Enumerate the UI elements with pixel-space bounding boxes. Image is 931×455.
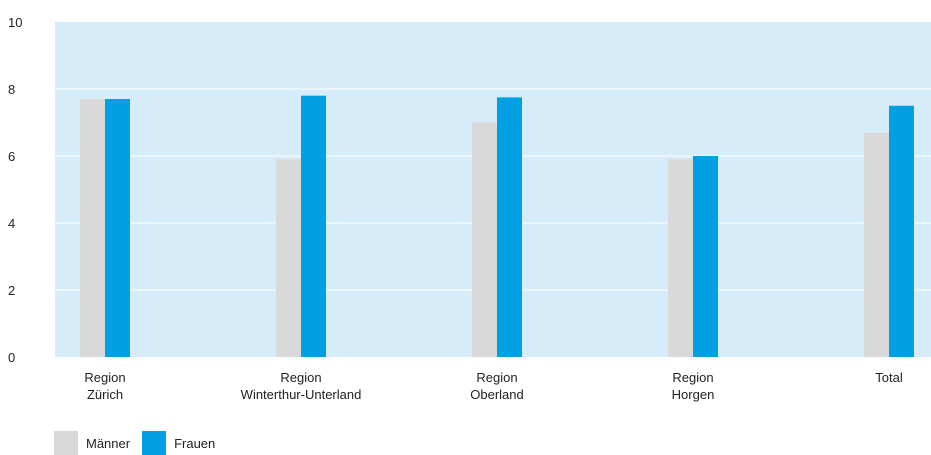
legend-swatch-frauen — [142, 431, 167, 455]
bar-frauen — [889, 105, 914, 357]
legend-label-frauen: Frauen — [174, 435, 216, 451]
x-tick-label: Region — [476, 370, 517, 385]
y-tick-label: 2 — [8, 283, 15, 298]
legend-item-maenner: Männer — [54, 431, 130, 455]
legend-label-maenner: Männer — [86, 435, 131, 451]
x-tick-label: Zürich — [87, 387, 123, 402]
x-tick-label: Total — [875, 370, 903, 385]
bar-frauen — [693, 156, 718, 357]
bar-frauen — [497, 97, 522, 357]
bar-maenner — [472, 122, 497, 357]
bar-frauen — [105, 99, 130, 358]
bars — [80, 95, 914, 358]
y-axis-ticks: 0 2 4 6 8 10 — [8, 15, 22, 365]
x-tick-label: Oberland — [470, 387, 523, 402]
y-tick-label: 4 — [8, 216, 15, 231]
y-tick-label: 10 — [8, 15, 22, 30]
bar-maenner — [864, 132, 889, 357]
legend-item-frauen: Frauen — [142, 431, 215, 455]
x-tick-label: Region — [84, 370, 125, 385]
bar-frauen — [301, 95, 326, 357]
y-tick-label: 0 — [8, 350, 15, 365]
x-tick-label: Winterthur-Unterland — [241, 387, 362, 402]
x-tick-label: Horgen — [672, 387, 715, 402]
x-tick-label: Region — [280, 370, 321, 385]
x-tick-label: Region — [672, 370, 713, 385]
y-tick-label: 6 — [8, 149, 15, 164]
legend: Männer Frauen — [54, 431, 227, 455]
bar-maenner — [668, 159, 693, 357]
bar-maenner — [276, 159, 301, 357]
y-tick-label: 8 — [8, 82, 15, 97]
bar-maenner — [80, 99, 105, 358]
x-axis-labels: Region Zürich Region Winterthur-Unterland Re… — [84, 370, 902, 402]
legend-swatch-maenner — [54, 431, 78, 455]
